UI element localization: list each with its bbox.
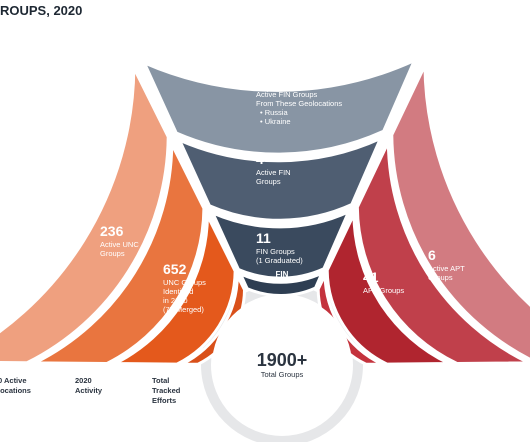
- group-count: 2: [256, 73, 264, 89]
- segment: [141, 57, 418, 156]
- group-label: Groups: [462, 213, 487, 222]
- geo-item: • Vietna: [506, 258, 530, 267]
- segment: [237, 270, 325, 298]
- group-label: Identified: [163, 287, 193, 296]
- geo-item: • Switzerland: [0, 269, 42, 278]
- geo-item: • Russia: [13, 251, 41, 260]
- group-count: 41: [363, 269, 379, 285]
- group-label: Nation-States: [488, 231, 530, 240]
- group-count: 236: [100, 223, 124, 239]
- segment: [390, 64, 530, 361]
- geo-item: • China: [500, 240, 525, 249]
- group-label: Groups: [50, 188, 75, 197]
- group-label: Geolocations: [40, 206, 84, 215]
- rings: [0, 57, 530, 442]
- geo-item: • Uganda: [0, 287, 30, 296]
- group-label: From These: [42, 197, 82, 206]
- geo-item: • China: [28, 215, 53, 224]
- group-label: (1 Graduated): [256, 256, 303, 265]
- center-label: Total Groups: [261, 370, 304, 379]
- geo-item: • Nigeria: [19, 233, 48, 242]
- group-count: 4: [256, 151, 264, 167]
- segment: [176, 135, 384, 222]
- ring-legend: 0 Active: [0, 376, 27, 385]
- group-count: 6: [428, 247, 436, 263]
- group-count: 6: [462, 187, 470, 203]
- group-label: From These: [482, 222, 522, 231]
- center-count: 1900+: [257, 350, 308, 370]
- group-label: From These Geolocations: [256, 99, 342, 108]
- group-label: (75 Merged): [163, 305, 204, 314]
- segment: [114, 214, 237, 366]
- geo-item: • Russia: [260, 108, 288, 117]
- geo-item: • Ukraine: [260, 117, 291, 126]
- group-label: in 2020: [163, 296, 188, 305]
- title: ROUPS, 2020: [0, 3, 82, 18]
- segment: [0, 67, 170, 365]
- segment: [209, 208, 352, 280]
- geo-item: • Slovenia: [0, 278, 34, 287]
- group-label: Active UNC: [43, 179, 82, 188]
- segment: [355, 141, 530, 365]
- family-label: FIN: [276, 270, 289, 279]
- group-label: Active FIN Groups: [256, 90, 318, 99]
- segment: [325, 213, 450, 366]
- ring-legend: Total: [152, 376, 169, 385]
- ring-legend: locations: [0, 386, 31, 395]
- group-label: Groups: [256, 177, 281, 186]
- geo-item: • Ukraine: [0, 296, 26, 305]
- group-label: APT Groups: [363, 286, 404, 295]
- group-count: 652: [163, 261, 187, 277]
- ring-legend: Tracked: [152, 386, 181, 395]
- ring-legend: 2020: [75, 376, 92, 385]
- geo-item: • North Korea: [8, 242, 54, 251]
- group-label: Groups: [428, 273, 453, 282]
- segment: [34, 143, 206, 365]
- geo-item: • Iran: [503, 249, 521, 258]
- geo-item: • Vietnam: [0, 305, 23, 314]
- group-label: Active APT: [462, 204, 499, 213]
- group-label: Active UNC: [100, 240, 139, 249]
- center-disc: [212, 295, 352, 435]
- ring-legend: Efforts: [152, 396, 176, 405]
- geo-item: • Iran: [28, 224, 46, 233]
- geo-item: • Sweden: [8, 260, 40, 269]
- group-label: FIN Groups: [256, 247, 295, 256]
- group-label: Active APT: [428, 264, 465, 273]
- group-label: Groups: [100, 249, 125, 258]
- group-count: 11: [256, 230, 271, 246]
- ring-legend: Activity: [75, 386, 103, 395]
- group-count: 55: [54, 162, 70, 178]
- group-label: UNC Groups: [163, 278, 206, 287]
- group-label: Active FIN: [256, 168, 291, 177]
